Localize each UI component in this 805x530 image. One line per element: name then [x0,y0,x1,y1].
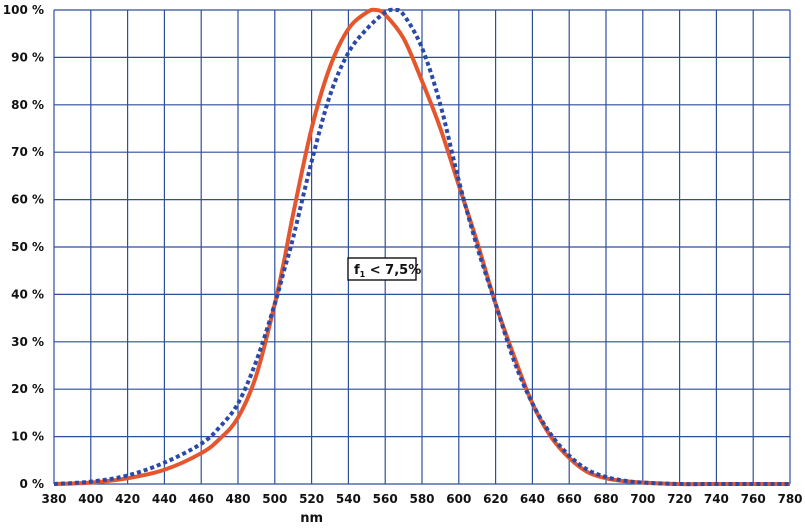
y-tick-label: 0 % [19,477,44,491]
annotation-box [347,257,417,281]
x-tick-label: 500 [262,492,287,506]
y-tick-label: 90 % [11,50,44,64]
series-line-solid [53,7,790,487]
series-line-dotted [53,7,790,487]
y-tick-label: 60 % [11,193,44,207]
x-axis-label: nm [300,511,323,526]
x-tick-label: 420 [115,492,140,506]
x-tick-label: 660 [557,492,582,506]
y-tick-label: 50 % [11,240,44,254]
x-tick-label: 600 [446,492,471,506]
x-tick-label: 740 [704,492,729,506]
x-tick-label: 520 [299,492,324,506]
x-tick-label: 760 [741,492,766,506]
y-tick-label: 80 % [11,98,44,112]
annotation-text: f1 < 7,5% [354,263,421,279]
x-tick-label: 680 [593,492,618,506]
y-tick-label: 100 % [3,3,44,17]
x-tick-label: 380 [41,492,66,506]
x-tick-label: 700 [630,492,655,506]
y-tick-label: 30 % [11,335,44,349]
x-tick-label: 620 [483,492,508,506]
x-tick-label: 780 [777,492,802,506]
y-tick-label: 70 % [11,145,44,159]
x-tick-label: 460 [189,492,214,506]
x-tick-label: 580 [409,492,434,506]
x-tick-label: 480 [225,492,250,506]
x-tick-label: 440 [152,492,177,506]
x-tick-label: 540 [336,492,361,506]
x-tick-label: 400 [78,492,103,506]
x-tick-label: 720 [667,492,692,506]
y-tick-label: 40 % [11,287,44,301]
x-tick-label: 640 [520,492,545,506]
x-tick-label: 560 [373,492,398,506]
y-tick-label: 20 % [11,382,44,396]
y-tick-label: 10 % [11,430,44,444]
